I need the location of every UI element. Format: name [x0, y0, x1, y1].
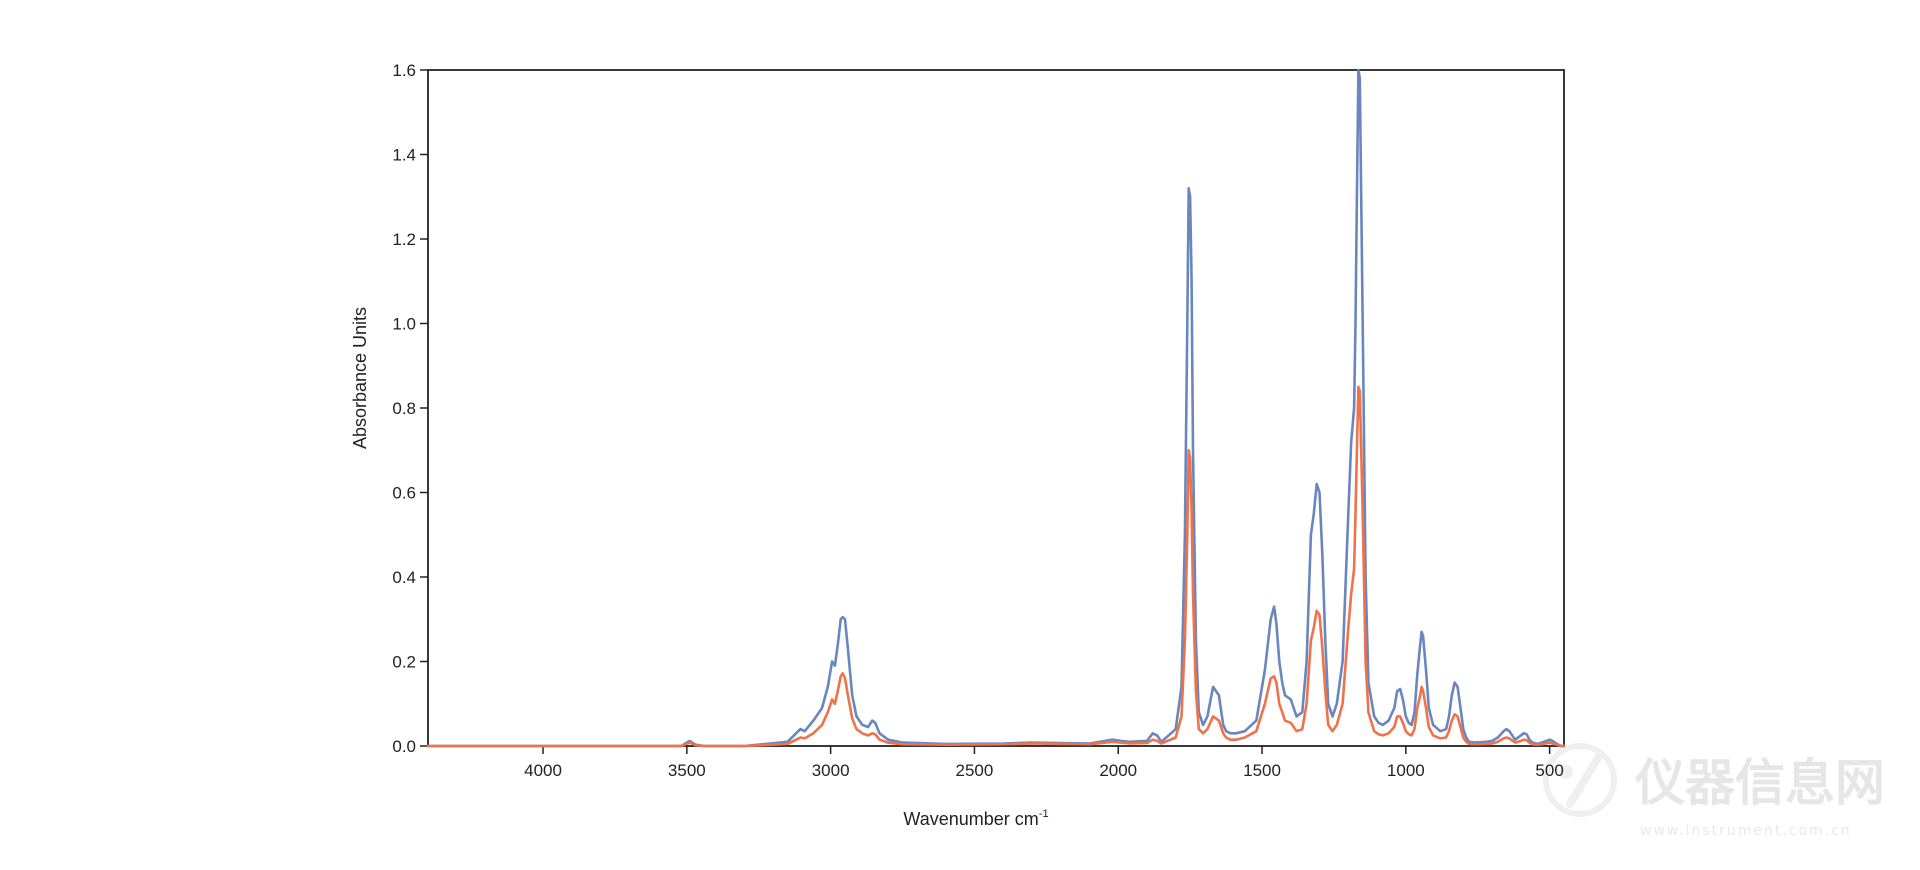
x-tick-labels: 4000 3500 3000 2500 2000 1500 1000 500	[524, 761, 1564, 780]
watermark-url: www.instrument.com.cn	[1640, 823, 1852, 839]
y-tick-label: 0.6	[392, 484, 416, 503]
x-tick-label: 2000	[1099, 761, 1137, 780]
x-tick-label: 1500	[1243, 761, 1281, 780]
x-axis-title: Wavenumber cm-1	[903, 808, 1048, 829]
watermark: 仪器信息网 www.instrument.com.cn	[1543, 743, 1885, 839]
y-tick-label: 0.0	[392, 737, 416, 756]
y-axis-title: Absorbance Units	[350, 307, 370, 449]
x-tick-label: 500	[1535, 761, 1563, 780]
watermark-brand: 仪器信息网	[1634, 754, 1885, 812]
x-tick-label: 3500	[668, 761, 706, 780]
y-tick-label: 0.8	[392, 399, 416, 418]
plot-frame	[427, 69, 1565, 747]
y-tick-label: 0.2	[392, 653, 416, 672]
x-tick-label: 4000	[524, 761, 562, 780]
x-tick-label: 1000	[1387, 761, 1425, 780]
x-axis-title-superscript: -1	[1039, 808, 1049, 820]
series-layer	[426, 68, 1566, 748]
y-tick-label: 0.4	[392, 568, 416, 587]
y-tick-label: 1.4	[392, 146, 416, 165]
y-tick-label: 1.2	[392, 230, 416, 249]
y-tick-label: 1.0	[392, 315, 416, 334]
series-line-2	[426, 385, 1566, 748]
series-line-1	[426, 68, 1566, 748]
x-tick-label: 3000	[812, 761, 850, 780]
x-tick-label: 2500	[956, 761, 994, 780]
tick-marks	[420, 69, 1551, 754]
y-tick-label: 1.6	[392, 61, 416, 80]
instrument-logo-icon	[1543, 743, 1617, 817]
x-axis-title-main: Wavenumber cm	[903, 809, 1038, 829]
y-tick-labels: 0.0 0.2 0.4 0.6 0.8 1.0 1.2 1.4 1.6	[392, 61, 416, 756]
